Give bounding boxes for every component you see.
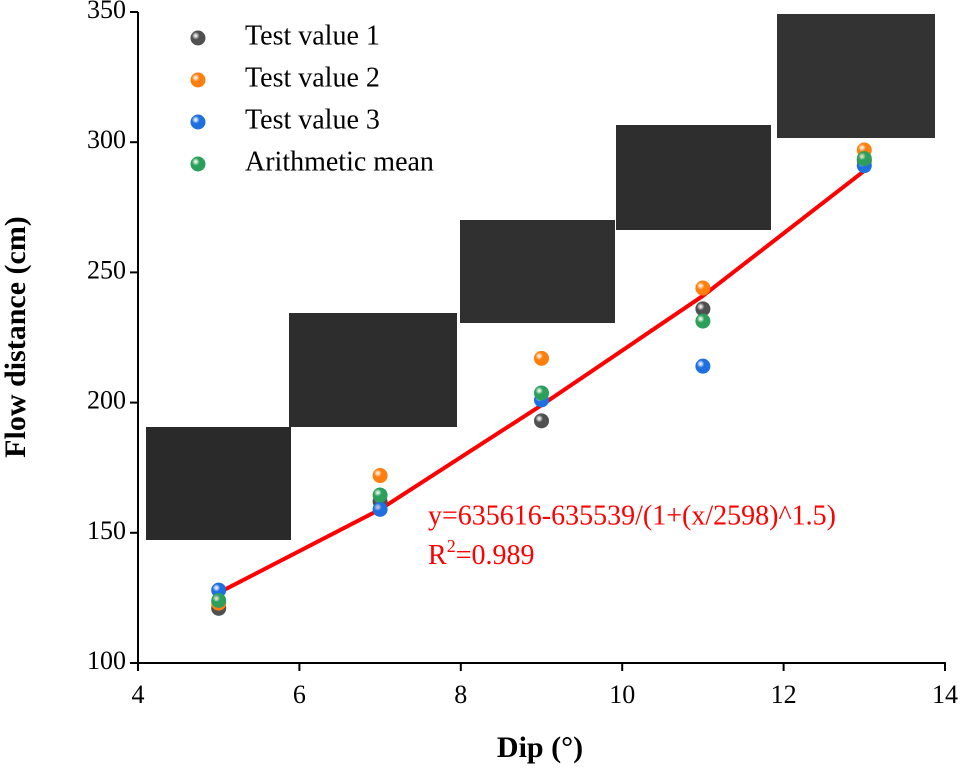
legend-marker xyxy=(190,156,206,172)
point xyxy=(695,301,711,317)
r-squared-part: =0.989 xyxy=(456,540,535,571)
y-axis-title: Flow distance (cm) xyxy=(0,216,32,458)
y-tick-label: 250 xyxy=(87,255,126,284)
legend-marker xyxy=(190,114,206,130)
photos xyxy=(146,14,935,540)
legend-label: Arithmetic mean xyxy=(245,146,434,177)
x-axis-title: Dip (°) xyxy=(497,731,583,764)
point xyxy=(695,280,711,296)
point xyxy=(372,487,388,503)
y-tick-label: 100 xyxy=(87,646,126,675)
legend-label: Test value 3 xyxy=(245,104,380,135)
x-tick-label: 10 xyxy=(609,680,635,709)
y-tick-label: 300 xyxy=(87,125,126,154)
x-tick-label: 8 xyxy=(454,680,467,709)
photo xyxy=(777,14,935,138)
point xyxy=(695,313,711,329)
photo xyxy=(616,125,771,230)
x-tick-label: 6 xyxy=(293,680,306,709)
y-tick-label: 200 xyxy=(87,386,126,415)
x-tick-label: 12 xyxy=(771,680,797,709)
point xyxy=(534,350,549,366)
y-tick-label: 350 xyxy=(87,0,126,24)
legend-marker xyxy=(190,30,206,46)
point xyxy=(534,385,549,401)
legend-label: Test value 2 xyxy=(245,62,380,93)
point xyxy=(695,358,711,374)
point xyxy=(856,151,872,167)
photo xyxy=(460,220,615,323)
point xyxy=(534,413,549,429)
x-tick-label: 14 xyxy=(932,680,958,709)
point xyxy=(211,582,227,598)
point xyxy=(372,501,388,517)
legend-marker xyxy=(190,72,206,88)
r-squared-part: R xyxy=(428,540,447,571)
legend-label: Test value 1 xyxy=(245,20,380,51)
r-squared: R2=0.989 xyxy=(428,536,534,571)
point xyxy=(372,468,388,484)
r-squared-part: 2 xyxy=(447,536,456,556)
photo xyxy=(146,427,291,540)
photo xyxy=(289,313,457,427)
x-tick-label: 4 xyxy=(132,680,145,709)
point xyxy=(211,593,227,609)
equation: y=635616-635539/(1+(x/2598)^1.5) xyxy=(428,500,836,531)
y-tick-label: 150 xyxy=(87,516,126,545)
